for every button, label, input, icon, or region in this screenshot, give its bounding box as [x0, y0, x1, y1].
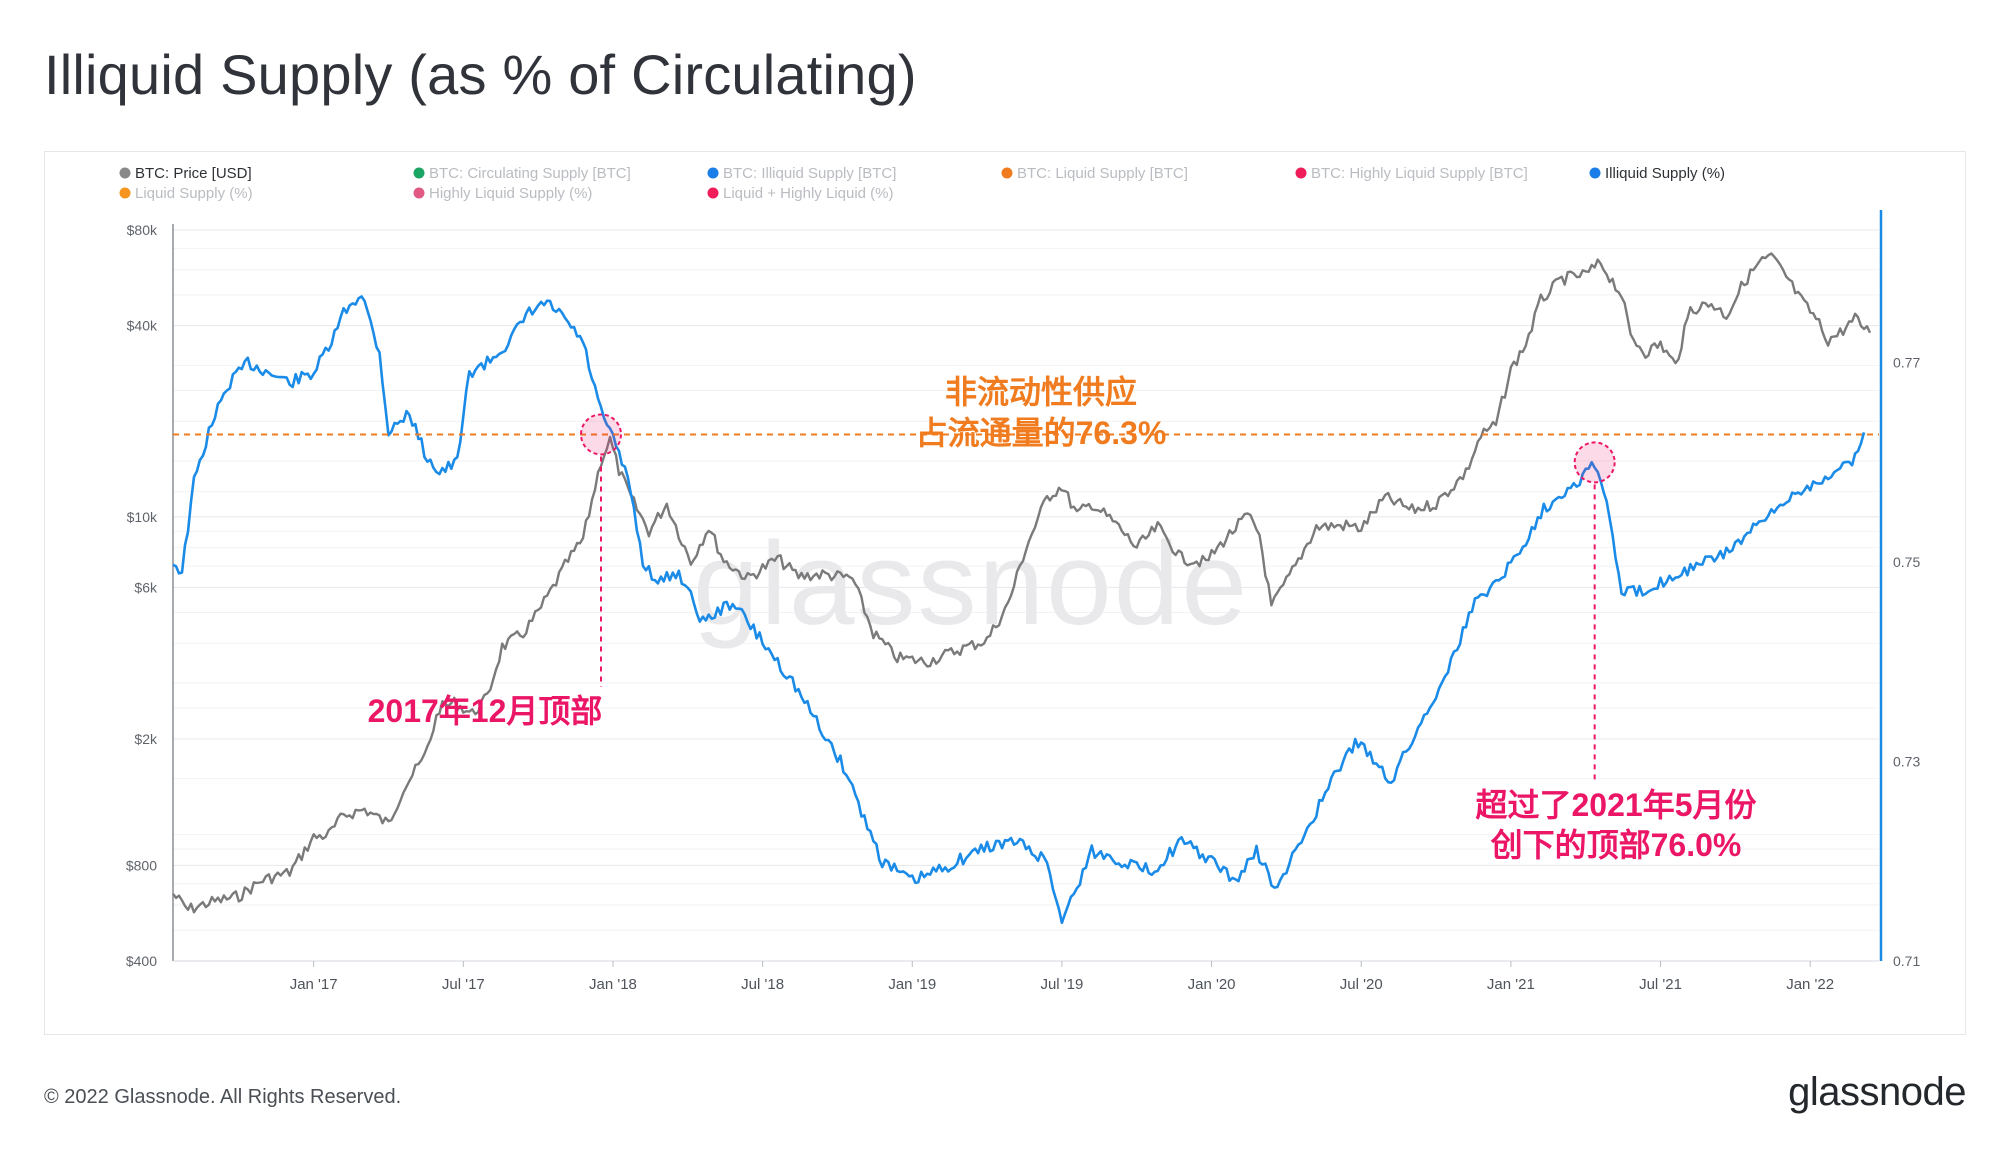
legend-swatch: [119, 167, 131, 179]
legend-label: BTC: Liquid Supply [BTC]: [1017, 165, 1188, 182]
x-tick-label: Jan '22: [1786, 976, 1834, 993]
chart-card: $400 $800 $2k $6k $10k $40k $80k 0.71 0.73 0.75 0.…: [44, 151, 1966, 1035]
chart[interactable]: $400 $800 $2k $6k $10k $40k $80k 0.71 0.73 0.75 0.…: [45, 152, 1967, 1036]
x-tick-label: Jul '19: [1040, 976, 1083, 993]
annotation-illiquid-line1: 非流动性供应: [945, 374, 1137, 410]
series-btc-price-line: [172, 252, 1872, 914]
legend-label: Liquid + Highly Liquid (%): [723, 185, 894, 202]
y-left-tick-label: $40k: [127, 318, 158, 334]
annotation-2017-peak: 2017年12月顶部: [368, 693, 603, 729]
legend-swatch: [1589, 167, 1601, 179]
watermark-text: glassnode: [693, 518, 1249, 650]
x-tick-label: Jan '18: [589, 976, 637, 993]
annotation-2021-peak-line1: 超过了2021年5月份: [1476, 787, 1757, 823]
legend-label: Illiquid Supply (%): [1605, 165, 1725, 182]
y-left-tick-label: $400: [126, 953, 157, 969]
legend-swatch: [119, 187, 131, 199]
y-left-tick-label: $800: [126, 857, 157, 873]
page-title: Illiquid Supply (as % of Circulating): [44, 43, 917, 106]
legend-swatch: [413, 187, 425, 199]
annotation-2021-peak-line2: 创下的顶部76.0%: [1490, 827, 1742, 863]
legend-label: BTC: Highly Liquid Supply [BTC]: [1311, 165, 1528, 182]
y-right-tick-label: 0.71: [1893, 953, 1920, 969]
x-tick-label: Jan '20: [1188, 976, 1236, 993]
annotation-illiquid-line2: 占流通量的76.3%: [916, 415, 1167, 451]
y-right-tick-label: 0.73: [1893, 754, 1920, 770]
legend-label: Liquid Supply (%): [135, 185, 253, 202]
series-illiquid-supply-line: [172, 295, 1866, 925]
legend-swatch: [1295, 167, 1307, 179]
x-tick-label: Jan '17: [290, 976, 338, 993]
x-tick-label: Jul '18: [741, 976, 784, 993]
y-left-tick-label: $80k: [127, 222, 158, 238]
copyright-text: © 2022 Glassnode. All Rights Reserved.: [44, 1086, 402, 1108]
peak-marker-circle: [1573, 441, 1616, 484]
legend-label: BTC: Illiquid Supply [BTC]: [723, 165, 896, 182]
legend-label: BTC: Circulating Supply [BTC]: [429, 165, 631, 182]
legend-label: BTC: Price [USD]: [135, 165, 252, 182]
x-tick-label: Jul '21: [1639, 976, 1682, 993]
y-right-tick-label: 0.77: [1893, 355, 1920, 371]
x-tick-label: Jan '21: [1487, 976, 1535, 993]
peak-marker-circle: [579, 413, 622, 456]
x-tick-label: Jan '19: [888, 976, 936, 993]
x-tick-label: Jul '17: [442, 976, 485, 993]
y-left-tick-label: $2k: [134, 731, 158, 747]
legend-label: Highly Liquid Supply (%): [429, 185, 592, 202]
glassnode-logo[interactable]: glassnode: [1788, 1070, 1966, 1114]
legend-swatch: [1001, 167, 1013, 179]
y-left-tick-label: $10k: [127, 509, 158, 525]
legend-swatch: [413, 167, 425, 179]
y-right-tick-label: 0.75: [1893, 554, 1920, 570]
x-tick-label: Jul '20: [1340, 976, 1383, 993]
legend-swatch: [707, 167, 719, 179]
y-left-tick-label: $6k: [134, 579, 158, 595]
legend-swatch: [707, 187, 719, 199]
